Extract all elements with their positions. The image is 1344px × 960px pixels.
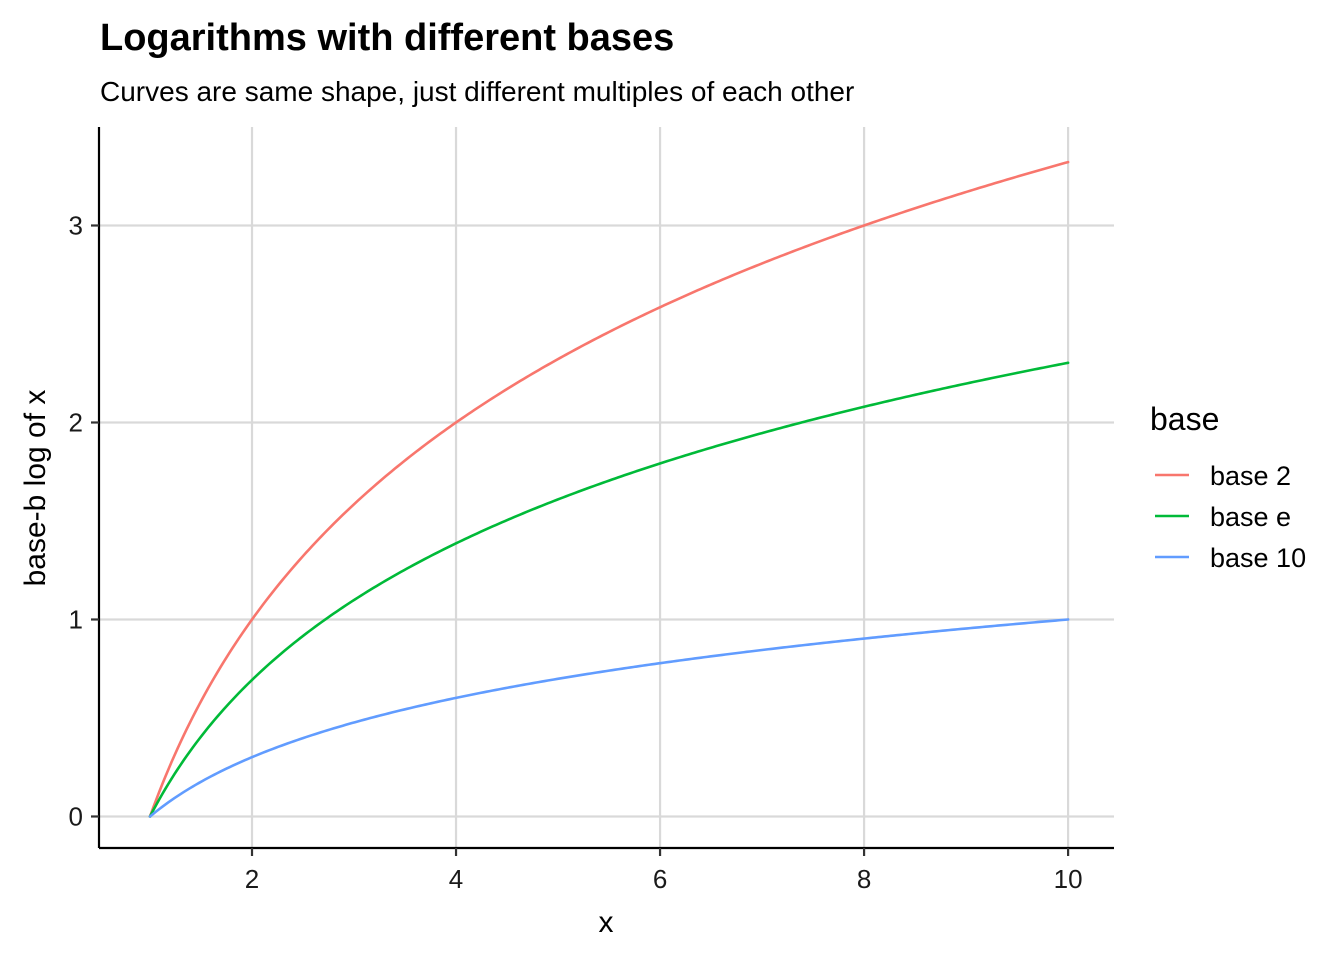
x-tick-label-3: 8 xyxy=(857,864,871,894)
x-tick-label-0: 2 xyxy=(245,864,259,894)
x-gridlines xyxy=(250,127,1070,848)
y-axis-title: base-b log of x xyxy=(19,390,52,587)
x-ticks: 2 4 6 8 10 xyxy=(245,848,1083,894)
x-tick-label-1: 4 xyxy=(449,864,463,894)
x-tick-label-2: 6 xyxy=(653,864,667,894)
y-tick-label-0: 0 xyxy=(69,801,83,831)
series-line-0 xyxy=(148,160,1070,818)
chart-subtitle: Curves are same shape, just different mu… xyxy=(100,76,854,107)
legend: base base 2 base e base 10 xyxy=(1150,401,1306,573)
y-gridlines xyxy=(99,224,1114,818)
legend-label-0: base 2 xyxy=(1210,461,1291,491)
series-lines xyxy=(148,160,1070,818)
legend-label-1: base e xyxy=(1210,502,1291,532)
series-line-2 xyxy=(148,618,1070,818)
y-ticks: 0 1 2 3 xyxy=(69,210,99,831)
y-tick-label-1: 1 xyxy=(69,604,83,634)
legend-title: base xyxy=(1150,401,1219,437)
y-tick-label-2: 2 xyxy=(69,407,83,437)
chart-title: Logarithms with different bases xyxy=(100,17,674,59)
series-line-1 xyxy=(148,361,1070,818)
y-tick-label-3: 3 xyxy=(69,210,83,240)
legend-label-2: base 10 xyxy=(1210,543,1306,573)
x-axis-title: x xyxy=(599,906,614,939)
x-tick-label-4: 10 xyxy=(1054,864,1083,894)
